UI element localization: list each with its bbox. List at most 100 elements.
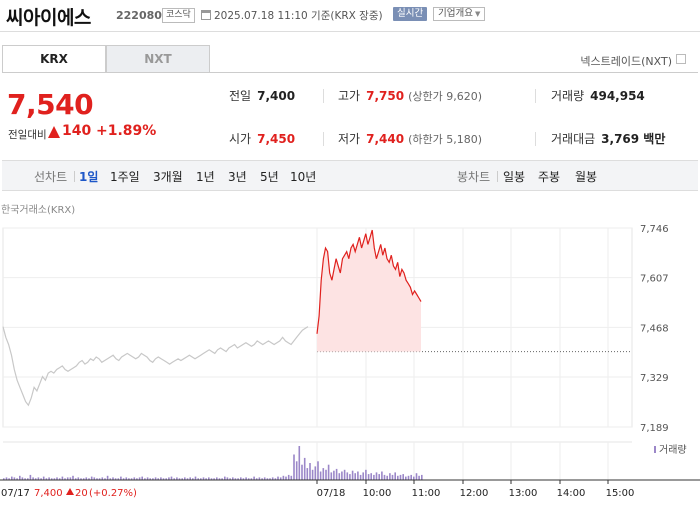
volume-bar	[157, 478, 159, 480]
volume-bar	[343, 469, 346, 480]
volume-bar	[359, 474, 362, 480]
volume-bar	[226, 477, 229, 480]
volume-bar	[106, 475, 109, 481]
tab-divider	[2, 72, 698, 73]
volume-bar	[389, 473, 391, 480]
company-overview-button[interactable]: 기업개요 ▼	[433, 7, 486, 21]
volume-bar	[80, 478, 82, 480]
volume-bar	[402, 474, 404, 480]
volume-bar	[48, 477, 50, 480]
candle-daily[interactable]: 일봉	[503, 170, 526, 184]
volume-bar	[234, 478, 237, 480]
series-line-current-session	[316, 229, 422, 334]
price-change-percent: +1.89%	[96, 123, 157, 139]
volume-bar	[141, 476, 143, 480]
volume-bar	[405, 476, 407, 480]
up-triangle-icon	[66, 488, 74, 495]
divider	[74, 171, 75, 182]
y-tick-label: 7,468	[640, 323, 669, 334]
period-1y[interactable]: 1년	[196, 170, 215, 184]
volume-bar	[11, 476, 13, 480]
line-chart-label: 선차트	[34, 170, 68, 184]
volume-bar	[144, 478, 146, 480]
volume-bar	[232, 477, 234, 480]
volume-bar	[194, 476, 197, 480]
volume-bar	[293, 454, 295, 480]
volume-bar	[327, 464, 330, 480]
volume-bar	[290, 475, 293, 481]
scroll-box-icon	[676, 54, 686, 64]
volume-bar	[330, 472, 333, 481]
period-1w[interactable]: 1주일	[110, 170, 140, 184]
volume-bar	[421, 474, 423, 480]
volume-bar	[341, 471, 343, 480]
volume-bar	[285, 476, 287, 480]
stat-high: 고가 7,750 (상한가 9,620)	[338, 87, 482, 104]
stat-value: 7,450	[257, 132, 296, 146]
tab-nxt[interactable]: NXT	[106, 45, 210, 73]
stat-value: 7,440	[366, 132, 405, 146]
volume-bar	[53, 478, 56, 480]
volume-bar	[410, 474, 412, 480]
candle-weekly[interactable]: 주봉	[538, 170, 561, 184]
volume-bar	[357, 471, 359, 480]
volume-bar	[397, 475, 399, 481]
volume-bar	[189, 477, 191, 480]
candle-monthly[interactable]: 월봉	[575, 170, 598, 184]
volume-bar	[82, 478, 85, 480]
volume-bar	[176, 477, 178, 480]
period-3m[interactable]: 3개월	[153, 170, 183, 184]
volume-bar	[365, 469, 367, 480]
volume-bar	[40, 478, 42, 480]
volume-bar	[37, 477, 40, 480]
divider	[323, 132, 324, 146]
volume-bar	[354, 473, 356, 480]
volume-bar	[5, 477, 8, 480]
volume-bar	[146, 477, 149, 480]
volume-bar	[202, 477, 205, 480]
volume-bar	[96, 478, 98, 480]
volume-bar	[386, 475, 388, 481]
y-tick-label: 7,329	[640, 373, 669, 384]
volume-bar	[245, 477, 247, 480]
volume-bar	[125, 477, 128, 480]
volume-bar	[120, 476, 122, 480]
tab-krx[interactable]: KRX	[2, 45, 106, 73]
volume-bar	[375, 472, 378, 481]
candle-chart-label: 봉차트	[457, 170, 491, 184]
volume-bar	[370, 473, 372, 480]
volume-bar	[319, 471, 322, 480]
volume-bar	[255, 478, 258, 480]
price-change: 140	[62, 123, 92, 139]
volume-bar	[250, 478, 253, 480]
volume-bar	[61, 476, 64, 480]
period-3y[interactable]: 3년	[228, 170, 247, 184]
period-10y[interactable]: 10년	[290, 170, 317, 184]
volume-bar	[184, 477, 186, 480]
period-1d[interactable]: 1일	[79, 170, 99, 184]
intraday-chart: 7,746 7,607 7,468 7,329 7,189 거래량 07/18 10:00 11…	[0, 224, 700, 499]
volume-bar	[109, 478, 112, 480]
x-tick-label: 10:00	[363, 488, 392, 499]
volume-bar	[32, 477, 34, 480]
stat-value: 494,954	[590, 89, 645, 103]
footer-change: 20	[75, 488, 88, 499]
volume-bar	[317, 461, 319, 480]
volume-bar	[160, 477, 162, 480]
volume-bar	[154, 477, 157, 480]
volume-bar	[303, 457, 306, 480]
stock-name: 씨아이에스	[6, 7, 91, 29]
market-badge: 코스닥	[162, 8, 195, 23]
exchange-tabs: KRX NXT	[2, 45, 210, 73]
volume-bar	[301, 464, 303, 480]
realtime-button[interactable]: 실시간	[393, 7, 428, 21]
period-5y[interactable]: 5년	[260, 170, 279, 184]
volume-bar	[138, 477, 141, 480]
stat-value: 7,400	[257, 89, 296, 103]
change-label: 전일대비	[8, 129, 47, 141]
divider	[535, 132, 536, 146]
volume-bar	[93, 477, 96, 480]
x-tick-label: 13:00	[509, 488, 538, 499]
volume-bar	[128, 478, 130, 480]
volume-bar	[298, 446, 301, 480]
